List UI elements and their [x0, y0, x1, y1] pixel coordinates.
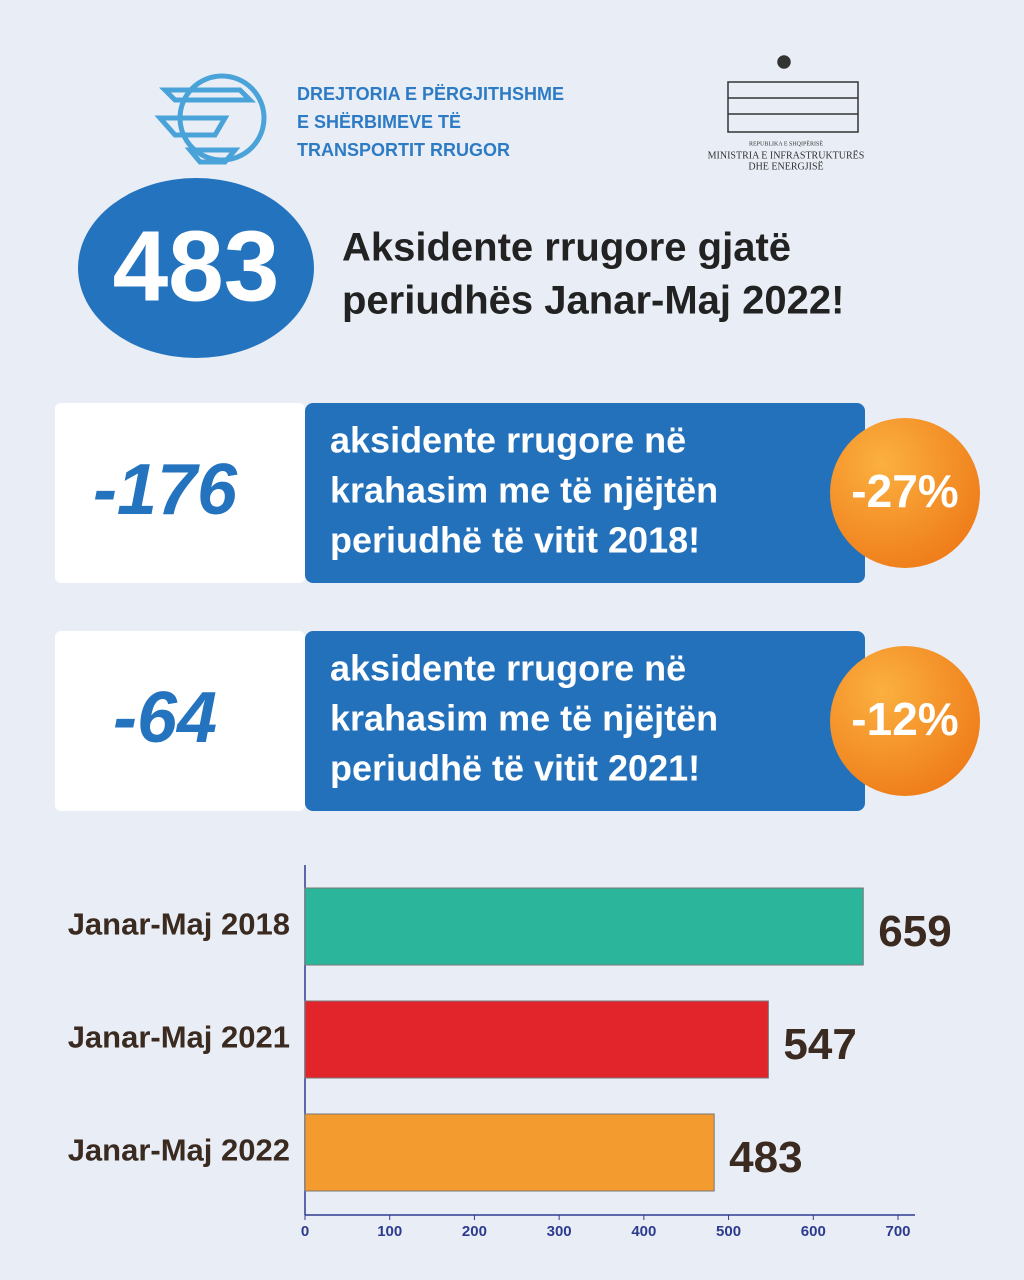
headline-text: Aksidente rrugore gjatë [342, 226, 791, 270]
agency-logo [154, 73, 267, 165]
x-tick-label: 700 [885, 1223, 910, 1240]
x-tick-label: 500 [716, 1223, 741, 1240]
org-name: DREJTORIA E PËRGJITHSHME [297, 84, 564, 104]
comparison-text: aksidente rrugore në [330, 420, 686, 461]
x-tick-label: 300 [547, 1223, 572, 1240]
text-box [305, 631, 865, 811]
ministry-logo [727, 55, 859, 133]
percent-badge [830, 418, 980, 568]
comparison-percent: -27% [851, 465, 958, 517]
comparison-value: -176 [93, 450, 238, 530]
comparison-percent: -12% [851, 693, 958, 745]
bar [304, 1000, 769, 1079]
category-label: Janar-Maj 2022 [68, 1133, 290, 1168]
comparison-value: -64 [113, 678, 217, 758]
value-box [55, 631, 305, 811]
value-label: 659 [878, 907, 951, 956]
comparison-text: krahasim me të njëjtën [330, 698, 718, 739]
bar [304, 1113, 715, 1192]
x-tick-label: 200 [462, 1223, 487, 1240]
headline-badge [78, 178, 314, 358]
org-name: TRANSPORTIT RRUGOR [297, 140, 510, 160]
ministry-text: DHE ENERGJISË [748, 160, 823, 172]
x-tick-label: 0 [301, 1223, 309, 1240]
text-box [305, 403, 865, 583]
category-label: Janar-Maj 2018 [68, 907, 290, 942]
org-name: E SHËRBIMEVE TË [297, 112, 461, 132]
category-label: Janar-Maj 2021 [68, 1020, 290, 1055]
comparison-text: periudhë të vitit 2018! [330, 520, 700, 561]
x-tick-label: 600 [801, 1223, 826, 1240]
x-tick-label: 100 [377, 1223, 402, 1240]
x-tick-label: 400 [631, 1223, 656, 1240]
headline-number: 483 [113, 210, 280, 322]
comparison-text: krahasim me të njëjtën [330, 470, 718, 511]
ministry-text: REPUBLIKA E SHQIPËRISË [749, 140, 823, 147]
ministry-text: MINISTRIA E INFRASTRUKTURËS [708, 149, 865, 161]
value-label: 483 [729, 1133, 802, 1182]
bar [304, 887, 864, 966]
value-box [55, 403, 305, 583]
percent-badge [830, 646, 980, 796]
comparison-text: periudhë të vitit 2021! [330, 748, 700, 789]
value-label: 547 [783, 1020, 856, 1069]
comparison-text: aksidente rrugore në [330, 648, 686, 689]
headline-text: periudhës Janar-Maj 2022! [342, 279, 844, 323]
